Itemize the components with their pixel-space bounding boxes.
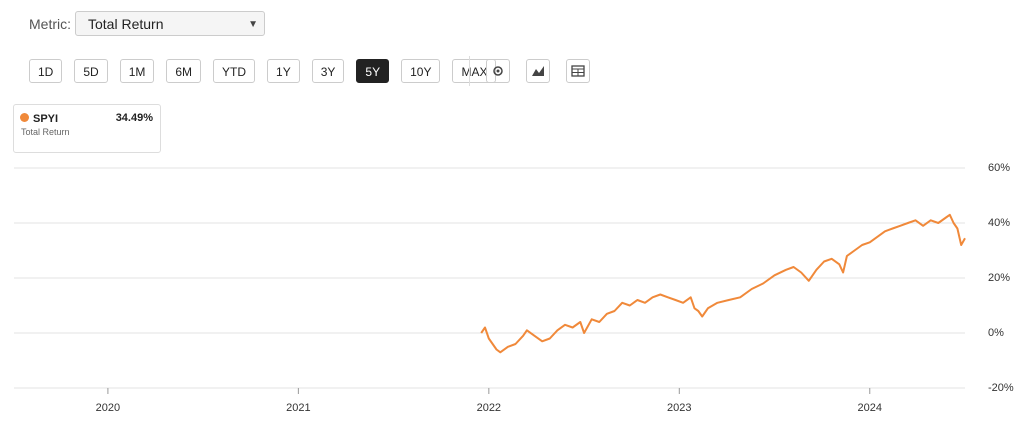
- range-button[interactable]: 10Y: [401, 59, 441, 83]
- chart-type-button[interactable]: [526, 59, 550, 83]
- range-button[interactable]: 5D: [74, 59, 108, 83]
- metric-label: Metric:: [29, 16, 71, 32]
- x-tick-label: 2022: [477, 402, 501, 414]
- x-tick-label: 2024: [858, 402, 882, 414]
- legend-value: 34.49%: [115, 112, 153, 124]
- metric-select[interactable]: Total Return: [75, 11, 265, 37]
- legend-metric: Total Return: [21, 127, 70, 137]
- range-button[interactable]: 1D: [29, 59, 63, 83]
- y-tick-label: 40%: [988, 217, 1010, 229]
- y-tick-label: 20%: [988, 272, 1010, 284]
- range-button[interactable]: YTD: [213, 59, 256, 83]
- legend-name: SPYI: [33, 113, 59, 125]
- range-button[interactable]: 1M: [119, 59, 155, 83]
- y-tick-label: 60%: [988, 162, 1010, 174]
- settings-button[interactable]: [486, 59, 510, 83]
- x-tick-label: 2023: [667, 402, 691, 414]
- line: [480, 213, 966, 354]
- range-button[interactable]: 1Y: [267, 59, 300, 83]
- range-button[interactable]: MAX: [452, 59, 497, 83]
- range-button[interactable]: 5Y: [356, 59, 390, 83]
- separator: [469, 56, 470, 86]
- y-tick-label: 0%: [988, 327, 1004, 339]
- y-tick-label: -20%: [988, 382, 1014, 394]
- range-buttons: 1D 5D 1M 6M YTD 1Y 3Y 5Y 10Y MAX: [29, 59, 497, 83]
- legend-dot: [20, 113, 29, 122]
- legend-card: SPYI 34.49% Total Return: [13, 104, 161, 153]
- table-button[interactable]: [566, 59, 590, 83]
- x-tick-label: 2021: [286, 402, 310, 414]
- range-button[interactable]: 6M: [166, 59, 202, 83]
- x-tick-label: 2020: [96, 402, 120, 414]
- range-button[interactable]: 3Y: [311, 59, 345, 83]
